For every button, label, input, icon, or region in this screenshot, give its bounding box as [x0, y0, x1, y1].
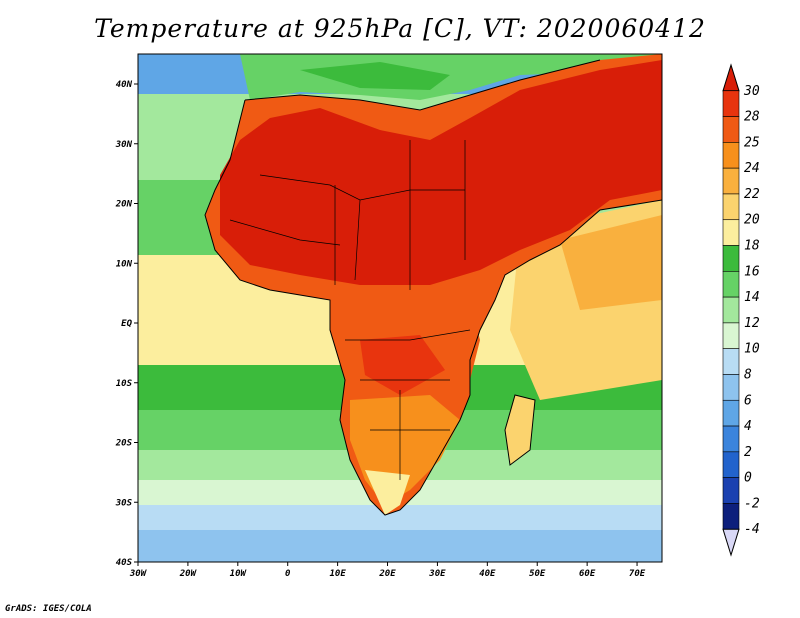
colorbar-label: 14	[744, 290, 760, 305]
colorbar-label: 2	[744, 445, 752, 460]
lat-tick-label: 10N	[116, 259, 133, 269]
colorbar-segment	[722, 90, 740, 117]
colorbar-segment	[722, 374, 740, 401]
lat-tick-label: 20S	[115, 439, 133, 449]
lon-tick-label: 30W	[129, 569, 148, 579]
lat-tick-label: 40S	[116, 558, 133, 568]
lon-tick-label: 10E	[329, 569, 346, 579]
colorbar-label: 22	[744, 187, 760, 202]
colorbar-segment	[722, 245, 740, 272]
colorbar-label: 10	[744, 342, 760, 357]
cape-region	[365, 470, 410, 515]
colorbar-label: 30	[743, 84, 760, 99]
colorbar-label: 0	[744, 471, 752, 486]
colorbar-label: 18	[744, 239, 760, 254]
lon-tick-label: 20E	[378, 569, 396, 579]
lat-tick-label: 40N	[116, 80, 133, 90]
lat-tick-label: EQ	[121, 319, 132, 329]
grads-credit: GrADS: IGES/COLA	[5, 604, 92, 614]
colorbar-label: 25	[744, 135, 760, 150]
colorbar-segment	[722, 451, 740, 478]
colorbar-bottom-arrow	[722, 528, 740, 557]
lon-tick-label: 10W	[230, 569, 248, 579]
lon-tick-label: 60E	[579, 569, 596, 579]
map-frame	[137, 53, 663, 563]
arabian-sea-warm	[560, 215, 662, 310]
colorbar-segment	[722, 116, 740, 143]
balkans	[300, 62, 450, 90]
colorbar-segment	[722, 219, 740, 246]
lon-tick-label: 0	[285, 569, 291, 579]
colorbar-segment	[722, 142, 740, 169]
colorbar-label: -2	[744, 496, 760, 511]
colorbar-segment	[722, 503, 740, 530]
colorbar-segment	[722, 296, 740, 324]
lon-tick-label: 30E	[428, 569, 446, 579]
sahara-hot-core	[220, 60, 662, 285]
country-borders	[229, 140, 471, 480]
colorbar-label: 16	[744, 264, 760, 279]
colorbar-label: 24	[744, 161, 760, 176]
lat-tick-label: 10S	[116, 379, 133, 389]
colorbar-segment	[722, 271, 740, 298]
map-title: Temperature at 925hPa [C], VT: 202006041…	[94, 14, 706, 43]
colorbar-label: 4	[744, 419, 752, 434]
lon-tick-label: 50E	[529, 569, 546, 579]
colorbar-label: 8	[744, 367, 752, 382]
colorbar-segment	[722, 322, 740, 349]
map-plot-area	[138, 54, 662, 562]
madagascar	[505, 395, 535, 465]
colorbar-segment	[722, 399, 740, 427]
lon-tick-label: 40E	[479, 569, 496, 579]
colorbar-label: 28	[744, 110, 760, 125]
lon-tick-label: 20W	[179, 569, 198, 579]
colorbar-label: 12	[744, 316, 760, 331]
colorbar-label: -4	[744, 522, 760, 537]
colorbar-segment	[722, 425, 740, 453]
colorbar-segment	[722, 348, 740, 375]
coastlines	[204, 59, 662, 516]
south-ocean-blue2	[138, 530, 662, 562]
colorbar-segment	[722, 193, 740, 221]
lat-tick-label: 20N	[115, 200, 133, 210]
colorbar-segment	[722, 167, 740, 195]
lat-tick-label: 30S	[115, 498, 133, 508]
colorbar-segment	[722, 477, 740, 504]
colorbar-label: 20	[744, 213, 760, 228]
colorbar-label: 6	[744, 393, 752, 408]
colorbar-top-arrow	[722, 63, 740, 92]
lat-tick-label: 30N	[115, 140, 133, 150]
latitude-axis: 40N 30N 20N 10N EQ 10S 20S 30S 40S	[115, 80, 138, 568]
longitude-axis: 30W 20W 10W 0 10E 20E 30E 40E 50E 60E 70E	[129, 562, 646, 579]
lon-tick-label: 70E	[629, 569, 646, 579]
